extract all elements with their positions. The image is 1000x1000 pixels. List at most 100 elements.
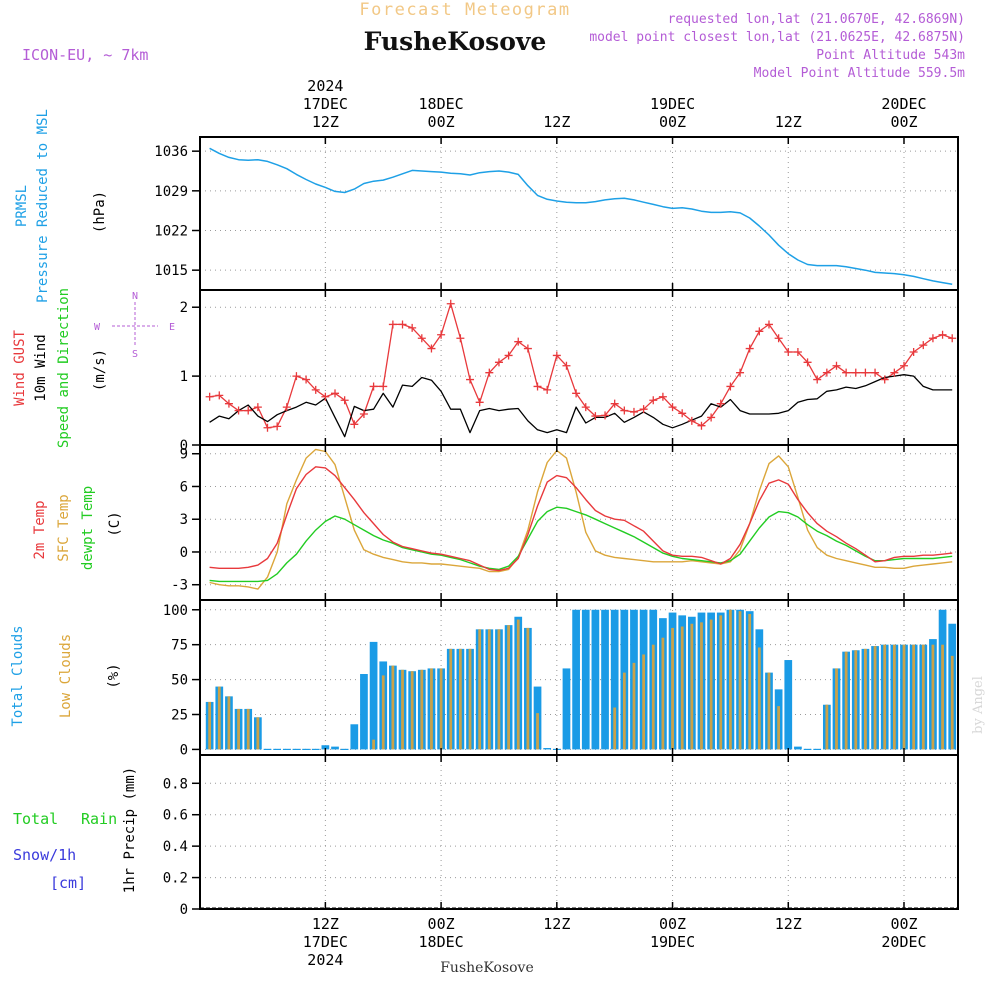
wind-gust-marker	[755, 327, 764, 336]
wind-gust-marker	[591, 412, 600, 421]
label-precip-rain: Rain	[81, 810, 117, 828]
label-sfc-temp: SFC Temp	[56, 494, 72, 561]
time-label-bottom: 17DEC	[303, 933, 348, 951]
temperature-ytick-label: 6	[180, 479, 188, 495]
watermark: by Angel	[971, 676, 986, 734]
total-clouds-bar	[331, 746, 339, 750]
wind-gust-marker	[408, 323, 417, 332]
label-clouds-unit: (%)	[106, 663, 122, 688]
pressure-ytick-label: 1029	[154, 184, 188, 200]
clouds-ytick-label: 75	[171, 638, 188, 654]
label-wind-speed-dir: Speed and Direction	[56, 288, 72, 448]
precip-ytick-label: 0.4	[163, 839, 188, 855]
time-label-bottom: 12Z	[543, 915, 570, 933]
time-label-top: 00Z	[659, 113, 686, 131]
label-prmsl: PRMSL	[14, 185, 30, 227]
low-clouds-bar	[478, 629, 482, 750]
wind-gust-marker	[273, 422, 282, 431]
time-label-top: 17DEC	[303, 95, 348, 113]
low-clouds-bar	[256, 717, 260, 750]
total-clouds-bar	[369, 641, 378, 750]
low-clouds-bar	[661, 637, 665, 750]
header-model-altitude: Model Point Altitude 559.5m	[754, 66, 965, 81]
wind-gust-marker	[861, 368, 870, 377]
clouds-ytick-label: 0	[180, 742, 188, 758]
low-clouds-bar	[651, 644, 655, 750]
low-clouds-bar	[439, 668, 443, 750]
time-label-bottom: 00Z	[659, 915, 686, 933]
wind-gust-marker	[649, 396, 658, 405]
header-model: ICON-EU, ~ 7km	[22, 46, 148, 64]
time-label-top: 20DEC	[881, 95, 926, 113]
time-label-top: 12Z	[543, 113, 570, 131]
low-clouds-bar	[854, 650, 858, 750]
wind-gust-marker	[350, 420, 359, 429]
label-wind-gust: Wind GUST	[12, 330, 28, 406]
low-clouds-bar	[912, 644, 916, 750]
time-label-bottom: 18DEC	[419, 933, 464, 951]
total-clouds-bar	[543, 748, 552, 750]
low-clouds-bar	[458, 648, 462, 750]
low-clouds-bar	[931, 644, 935, 750]
low-clouds-bar	[217, 686, 221, 750]
low-clouds-bar	[237, 708, 240, 750]
low-clouds-bar	[372, 739, 375, 750]
grid-layer	[200, 137, 958, 910]
wind-gust-marker	[928, 334, 937, 343]
wind-gust-marker	[581, 403, 590, 412]
pressure-line	[209, 147, 953, 286]
label-precip-snow: Snow/1h	[13, 846, 76, 864]
wind-gust-marker	[379, 382, 388, 391]
wind-gust-marker	[842, 368, 851, 377]
low-clouds-bar	[671, 627, 674, 750]
wind-10m-line	[209, 374, 953, 438]
label-temp-unit: (C)	[107, 511, 123, 536]
low-clouds-bar	[767, 672, 771, 750]
wind-gust-marker	[244, 406, 253, 415]
low-clouds-bar	[902, 644, 906, 750]
low-clouds-bar	[613, 707, 617, 750]
wind-gust-marker	[224, 399, 233, 408]
low-clouds-bar	[507, 625, 510, 750]
wind-gust-marker	[331, 389, 340, 398]
compass-south: S	[132, 349, 138, 360]
low-clouds-bar	[391, 665, 395, 750]
label-total-clouds: Total Clouds	[10, 625, 26, 726]
axes-layer: 1015102210291036012-30369025507510000.20…	[154, 77, 926, 969]
precip-ytick-label: 0.6	[163, 808, 188, 824]
header-subtitle: Forecast Meteogram	[359, 0, 570, 20]
total-clouds-bar	[321, 745, 330, 750]
low-clouds-bar	[227, 696, 231, 750]
compass-north: N	[132, 291, 138, 302]
wind-gust-marker	[398, 320, 407, 329]
compass-east: E	[169, 322, 175, 333]
low-clouds-bar	[835, 668, 838, 750]
low-clouds-bar	[487, 629, 491, 750]
footer-location: FusheKosove	[440, 960, 534, 976]
precip-ytick-label: 0.2	[163, 871, 188, 887]
wind-gust-marker	[253, 403, 262, 412]
clouds-ytick-label: 100	[163, 603, 188, 619]
wind-gust-marker	[282, 403, 291, 412]
wind-ytick-label: 2	[180, 300, 188, 316]
time-label-bottom: 12Z	[312, 915, 339, 933]
wind-gust-marker	[437, 330, 446, 339]
wind-gust-marker	[774, 334, 783, 343]
sfc-temp-line	[209, 448, 953, 590]
wind-gust-marker	[292, 372, 301, 381]
low-clouds-bar	[536, 713, 539, 750]
wind-gust-marker	[948, 334, 957, 343]
low-clouds-bar	[468, 648, 472, 750]
pressure-ytick-label: 1036	[154, 144, 188, 160]
wind-gust-marker	[523, 344, 532, 353]
wind-gust-marker	[475, 398, 484, 407]
low-clouds-bar	[632, 662, 636, 750]
low-clouds-bar	[950, 655, 954, 750]
wind-gust-marker	[784, 348, 793, 356]
time-label-top: 2024	[307, 77, 343, 95]
wind-gust-marker	[697, 421, 706, 430]
pressure-ytick-label: 1015	[154, 263, 188, 279]
temperature-ytick-label: 3	[180, 512, 188, 528]
wind-gust-marker	[678, 409, 687, 418]
low-clouds-bar	[410, 671, 414, 750]
